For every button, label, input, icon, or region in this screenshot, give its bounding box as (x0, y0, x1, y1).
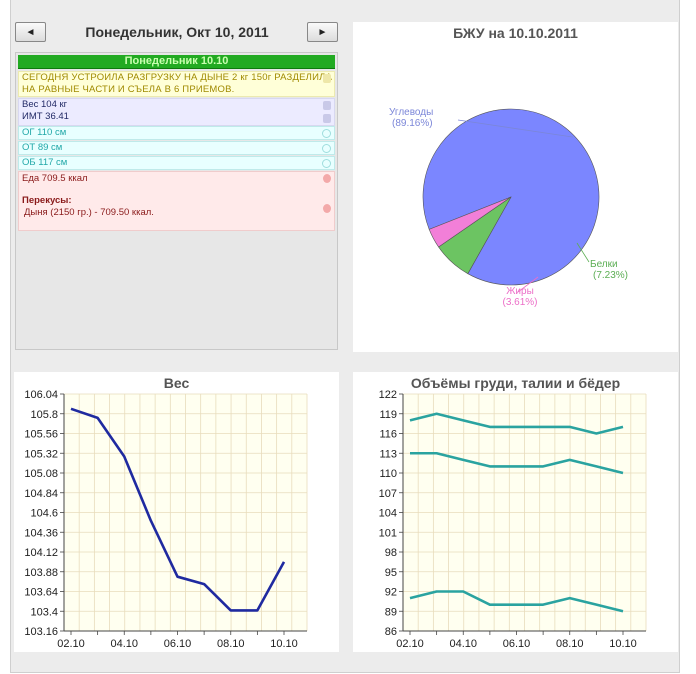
scale-icon (323, 101, 331, 110)
waist-entry[interactable]: ОТ 89 см (18, 141, 335, 155)
weight-y-tick-label: 103.16 (24, 626, 58, 638)
bmi-text: ИМТ 36.41 (22, 111, 69, 122)
measurements-y-tick-label: 92 (385, 587, 397, 599)
apple-icon (323, 204, 331, 213)
tape-icon (322, 129, 331, 138)
measurements-y-tick-label: 119 (379, 409, 397, 421)
weight-text: Вес 104 кг (22, 99, 68, 110)
macros-pie-chart: Углеводы(89.16%) Белки(7.23%) Жиры(3.61%) (389, 107, 628, 308)
weight-y-tick-label: 103.88 (24, 567, 58, 579)
weight-x-tick-label: 04.10 (110, 638, 138, 650)
weight-y-tick-label: 105.32 (24, 448, 58, 460)
hips-entry[interactable]: ОБ 117 см (18, 156, 335, 170)
measurements-y-tick-label: 110 (379, 468, 397, 480)
weight-y-tick-label: 104.36 (24, 527, 58, 539)
arrow-right-icon: ► (317, 26, 328, 38)
pie-label-percent: (89.16%) (392, 118, 433, 129)
pie-label-name: Жиры (506, 286, 534, 297)
measurements-y-tick-label: 89 (385, 606, 397, 618)
food-entry[interactable]: Еда 709.5 ккал Перекусы: Дыня (2150 гр.)… (18, 171, 335, 231)
measurements-y-tick-label: 101 (379, 527, 397, 539)
chest-entry[interactable]: ОГ 110 см (18, 126, 335, 140)
measurements-series-line-2 (410, 451, 624, 475)
macros-pie-card: БЖУ на 10.10.2011 Углеводы (89.16%) Белки(… (353, 22, 678, 352)
weight-x-tick-label: 02.10 (57, 638, 85, 650)
pie-label-name: Белки (590, 259, 618, 270)
weight-y-tick-label: 105.56 (24, 429, 58, 441)
measurements-series-line-3 (409, 590, 624, 613)
note-icon (323, 74, 331, 83)
measurements-y-tick-label: 116 (379, 429, 397, 441)
measurements-y-tick-label: 113 (379, 448, 397, 460)
arrow-left-icon: ◄ (25, 26, 36, 38)
weight-y-tick-label: 105.08 (24, 468, 58, 480)
pie-label-name: Углеводы (389, 107, 433, 118)
weight-entry[interactable]: Вес 104 кг ИМТ 36.41 (18, 98, 335, 126)
measurements-chart-title: Объёмы груди, талии и бёдер (410, 375, 621, 391)
measurements-x-tick-label: 10.10 (609, 638, 637, 650)
day-header: Понедельник 10.10 (18, 55, 335, 69)
weight-y-tick-label: 104.6 (30, 508, 58, 520)
measurements-y-tick-label: 98 (385, 547, 397, 559)
weight-chart-card: Вес 106.04 105.8 105.56 105.32 105.08 104.84 1… (14, 372, 339, 652)
person-icon (323, 114, 331, 123)
weight-y-tick-label: 104.12 (24, 547, 58, 559)
measurements-chart-card: Объёмы груди, талии и бёдер 122 119 116 113… (353, 372, 678, 652)
pie-title: БЖУ на 10.10.2011 (453, 25, 578, 41)
apple-icon (323, 174, 331, 183)
next-day-button[interactable]: ► (307, 22, 338, 42)
chest-text: ОГ 110 см (22, 127, 67, 138)
pie-label-percent: (3.61%) (502, 297, 537, 308)
food-total: Еда 709.5 ккал (22, 173, 88, 184)
measurements-x-tick-label: 06.10 (503, 638, 531, 650)
weight-series-line-1 (70, 407, 286, 612)
pie-leader-2 (576, 242, 590, 263)
weight-line-chart: 106.04 105.8 105.56 105.32 105.08 104.84 104.6… (24, 389, 308, 650)
weight-x-tick-label: 10.10 (270, 638, 298, 650)
weight-x-tick-label: 08.10 (217, 638, 245, 650)
weight-y-tick-label: 104.84 (24, 488, 58, 500)
weight-y-tick-label: 105.8 (30, 409, 58, 421)
hips-text: ОБ 117 см (22, 157, 68, 168)
weight-y-tick-label: 103.4 (30, 606, 58, 618)
weight-y-tick-label: 103.64 (24, 587, 58, 599)
measurements-x-tick-label: 04.10 (449, 638, 477, 650)
date-title: Понедельник, Окт 10, 2011 (85, 24, 269, 40)
tape-icon (322, 159, 331, 168)
pie-leader-1 (457, 119, 574, 138)
measurements-y-tick-label: 122 (379, 389, 397, 401)
tape-icon (322, 144, 331, 153)
day-panel: Понедельник 10.10 СЕГОДНЯ УСТРОИЛА РАЗГР… (15, 52, 338, 350)
snacks-title: Перекусы: (22, 195, 72, 206)
weight-y-tick-label: 106.04 (24, 389, 58, 401)
measurements-x-tick-label: 08.10 (556, 638, 584, 650)
measurements-y-tick-label: 86 (385, 626, 397, 638)
snack-item: Дыня (2150 гр.) - 709.50 ккал. (24, 207, 154, 218)
measurements-y-tick-label: 104 (379, 508, 397, 520)
measurements-x-tick-label: 02.10 (396, 638, 424, 650)
pie-leader-3 (517, 276, 539, 293)
measurements-y-tick-label: 107 (379, 488, 397, 500)
measurements-series-line-1 (409, 412, 624, 435)
waist-text: ОТ 89 см (22, 142, 63, 153)
measurements-y-tick-label: 95 (385, 567, 397, 579)
note-text: СЕГОДНЯ УСТРОИЛА РАЗГРУЗКУ НА ДЫНЕ 2 кг … (22, 72, 333, 95)
pie-label-percent: (7.23%) (593, 270, 628, 281)
pie-slice-3 (428, 196, 512, 248)
weight-chart-title: Вес (163, 375, 190, 391)
day-note[interactable]: СЕГОДНЯ УСТРОИЛА РАЗГРУЗКУ НА ДЫНЕ 2 кг … (18, 71, 335, 97)
prev-day-button[interactable]: ◄ (15, 22, 46, 42)
weight-x-tick-label: 06.10 (164, 638, 192, 650)
